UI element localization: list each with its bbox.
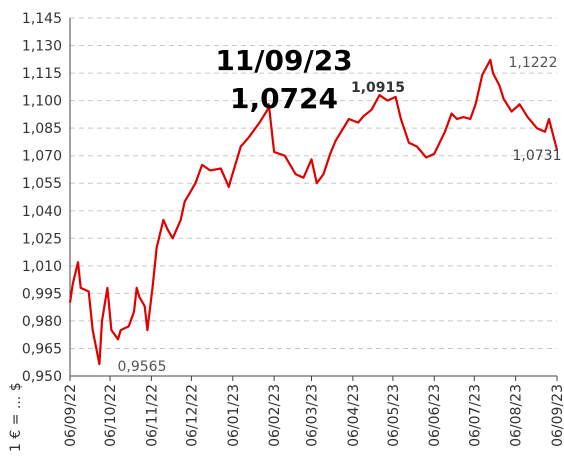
y-tick-label: 1,145 (22, 11, 62, 27)
annotation-peak: 1,0915 (351, 80, 405, 96)
plot: 0,950 0,965 0,980 0,995 1,010 1,025 1,040 1,055… (22, 11, 564, 447)
y-tick-label: 1,055 (22, 176, 62, 192)
x-tick-label: 06/08/23 (509, 384, 525, 447)
x-tick-label: 06/05/23 (386, 384, 402, 447)
annotation-date: 11/09/23 (215, 44, 352, 77)
x-tick-label: 06/12/22 (184, 384, 200, 447)
x-tick-label: 06/04/23 (346, 384, 362, 447)
annotation-max: 1,1222 (509, 55, 558, 71)
y-tick-label: 0,965 (22, 341, 62, 357)
y-tick-label: 1,100 (22, 94, 62, 110)
annotation-min: 0,9565 (118, 359, 167, 375)
x-tick-label: 06/11/22 (144, 384, 160, 447)
x-tick-label: 06/10/22 (103, 384, 119, 447)
x-tick-label: 06/06/23 (427, 384, 443, 447)
x-tick-label: 06/03/23 (304, 384, 320, 447)
y-tick-label: 1,130 (22, 39, 62, 55)
x-tick-label: 06/02/23 (267, 384, 283, 447)
y-tick-label: 1,115 (22, 66, 62, 82)
y-tick-label: 1,025 (22, 231, 62, 247)
y-tick-label: 1,040 (22, 204, 62, 220)
y-tick-label: 0,950 (22, 369, 62, 385)
y-axis-label: 1 € = ... $ (8, 382, 24, 452)
x-tick-label: 06/09/23 (550, 384, 564, 447)
y-tick-label: 1,070 (22, 149, 62, 165)
y-tick-label: 1,010 (22, 259, 62, 275)
y-tick-label: 0,980 (22, 314, 62, 330)
price-line (68, 58, 559, 366)
y-tick-label: 0,995 (22, 286, 62, 302)
annotation-value: 1,0724 (230, 82, 338, 115)
x-tick-label: 06/09/22 (63, 384, 79, 447)
x-tick-label: 06/07/23 (467, 384, 483, 447)
x-tick-label: 06/01/23 (226, 384, 242, 447)
y-tick-label: 1,085 (22, 121, 62, 137)
annotation-last: 1,0731 (513, 148, 562, 164)
